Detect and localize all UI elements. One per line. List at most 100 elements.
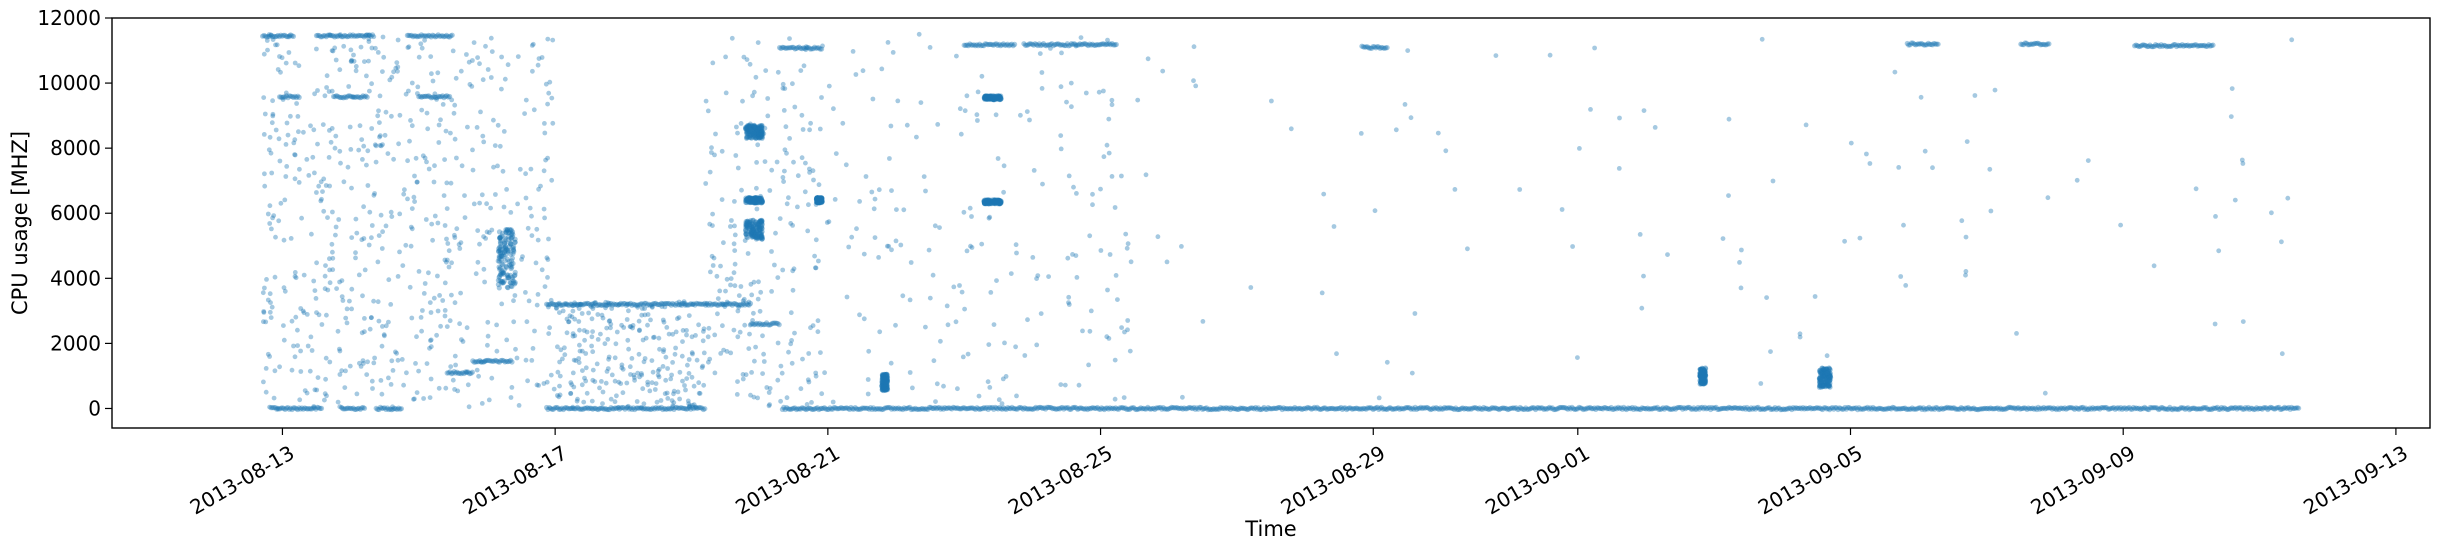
data-point-3978	[616, 405, 622, 410]
data-point-4428	[975, 89, 981, 95]
data-point-3489	[429, 221, 435, 227]
data-point-1536	[2098, 405, 2104, 411]
data-point-1461	[1993, 405, 1999, 411]
data-point-347	[636, 302, 642, 308]
data-point-632	[833, 405, 839, 411]
data-point-1259	[1710, 405, 1716, 411]
data-point-3668	[322, 273, 328, 279]
data-point-1012	[1365, 405, 1371, 411]
data-point-3384	[421, 291, 427, 296]
data-point-1107	[1498, 406, 1504, 412]
data-point-1813	[1921, 42, 1927, 48]
data-point-1520	[2076, 406, 2082, 412]
data-point-3650	[442, 157, 447, 163]
data-point-4669	[2289, 37, 2295, 43]
data-point-294	[562, 301, 568, 307]
data-point-1727	[1038, 42, 1044, 49]
data-point-4567	[1066, 294, 1072, 300]
data-point-1594	[2179, 405, 2185, 411]
data-point-437	[602, 406, 609, 412]
data-point-1178	[1597, 405, 1603, 412]
data-point-560	[773, 320, 780, 326]
data-point-1996	[495, 258, 501, 264]
data-point-826	[1104, 405, 1110, 411]
data-point-980	[1320, 405, 1326, 412]
data-point-675	[893, 405, 899, 411]
data-point-778	[1037, 404, 1043, 410]
data-point-3852	[508, 210, 514, 215]
data-point-993	[1338, 404, 1344, 411]
data-point-1167	[1582, 406, 1588, 412]
data-point-693	[918, 406, 924, 412]
data-point-1268	[1723, 405, 1729, 411]
data-point-4221	[739, 187, 744, 193]
data-point-68	[410, 34, 416, 40]
data-point-1195	[1621, 404, 1627, 410]
data-point-542	[748, 321, 754, 327]
data-point-597	[784, 405, 790, 411]
data-point-1478	[2017, 406, 2023, 412]
data-point-4359	[775, 69, 781, 75]
data-point-3860	[495, 122, 501, 128]
data-point-4057	[642, 306, 647, 311]
data-point-2601	[813, 196, 820, 202]
data-point-1487	[2030, 405, 2036, 411]
data-point-781	[1041, 405, 1047, 411]
data-point-738	[981, 405, 987, 411]
data-point-57	[361, 34, 367, 40]
data-point-407	[560, 406, 567, 413]
data-point-614	[807, 405, 814, 411]
data-point-3573	[373, 159, 379, 165]
data-point-128	[353, 94, 359, 100]
data-point-3624	[395, 37, 401, 43]
data-point-943	[1268, 406, 1274, 412]
data-point-4536	[904, 122, 910, 128]
data-point-3673	[261, 319, 266, 325]
data-point-1220	[1656, 406, 1662, 412]
data-point-1524	[2081, 406, 2087, 412]
data-point-606	[796, 406, 802, 412]
data-point-1401	[1909, 405, 1915, 411]
data-point-812	[1085, 406, 1091, 413]
data-point-4644	[1641, 108, 1647, 113]
data-point-330	[612, 302, 618, 308]
data-point-1149	[1556, 405, 1562, 411]
data-point-4450	[877, 329, 883, 335]
data-point-862	[1155, 405, 1161, 411]
data-point-67	[409, 32, 415, 38]
data-point-91	[442, 33, 448, 39]
data-point-4485	[961, 209, 967, 215]
data-point-4506	[846, 244, 852, 250]
data-point-1335	[1817, 405, 1823, 411]
data-point-4013	[609, 306, 615, 311]
data-point-4586	[1096, 89, 1102, 95]
data-point-1525	[2083, 405, 2089, 411]
data-point-4486	[1087, 328, 1093, 334]
data-point-1652	[2261, 405, 2267, 411]
data-point-1257	[1708, 406, 1714, 413]
data-point-3324	[288, 113, 293, 119]
data-point-4201	[563, 302, 569, 307]
data-point-1548	[2115, 405, 2121, 411]
data-point-1015	[1369, 405, 1375, 411]
data-point-4474	[865, 391, 871, 397]
data-point-1829	[2025, 42, 2031, 48]
data-point-311	[586, 301, 592, 307]
data-point-3716	[406, 44, 412, 50]
data-point-3415	[448, 130, 453, 136]
data-point-1563	[2136, 405, 2142, 411]
data-point-1196	[1622, 406, 1628, 412]
data-point-4111	[636, 351, 642, 357]
data-point-2313	[759, 218, 765, 224]
data-point-4642	[1143, 172, 1149, 178]
data-point-0	[260, 33, 266, 39]
data-point-450	[621, 405, 627, 411]
data-point-561	[775, 320, 781, 327]
data-point-551	[761, 322, 767, 328]
data-point-1604	[2193, 406, 2199, 412]
data-point-4081	[579, 348, 585, 354]
data-point-1648	[2255, 406, 2261, 412]
data-point-1004	[1353, 405, 1359, 411]
data-point-405	[558, 406, 564, 412]
data-point-440	[607, 406, 613, 413]
